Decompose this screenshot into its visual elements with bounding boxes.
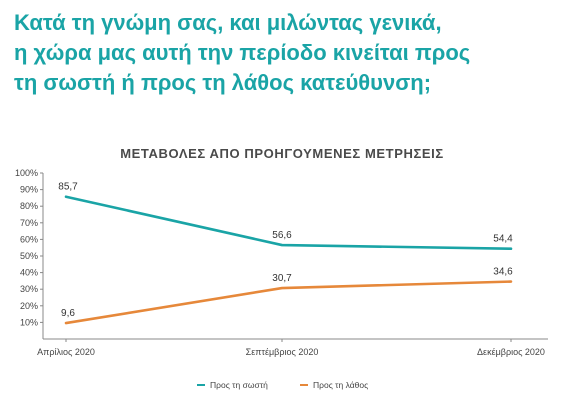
y-tick-label: 70% <box>20 218 38 228</box>
y-tick-label: 100% <box>15 168 38 178</box>
question-text: Κατά τη γνώμη σας, και μιλώντας γενικά, … <box>14 8 570 98</box>
y-tick-label: 30% <box>20 284 38 294</box>
question-line: τη σωστή ή προς τη λάθος κατεύθυνση; <box>14 70 432 95</box>
data-label: 54,4 <box>493 234 513 245</box>
x-tick-label: Σεπτέμβριος 2020 <box>246 347 319 357</box>
legend-label: Προς τη λάθος <box>313 380 368 390</box>
chart-title: ΜΕΤΑΒΟΛΕΣ ΑΠΟ ΠΡΟΗΓΟΥΜΕΝΕΣ ΜΕΤΡΗΣΕΙΣ <box>120 146 444 161</box>
data-label: 9,6 <box>61 308 75 319</box>
legend-label: Προς τη σωστή <box>210 380 268 390</box>
y-tick-label: 50% <box>20 251 38 261</box>
question-line: η χώρα μας αυτή την περίοδο κινείται προ… <box>14 40 471 65</box>
y-tick-label: 40% <box>20 268 38 278</box>
y-tick-label: 90% <box>20 185 38 195</box>
y-tick-label: 80% <box>20 201 38 211</box>
data-label: 85,7 <box>58 182 78 193</box>
series-line <box>64 280 513 325</box>
question-line: Κατά τη γνώμη σας, και μιλώντας γενικά, <box>14 10 442 35</box>
y-tick-label: 20% <box>20 301 38 311</box>
series-layer: 85,7 56,6 54,4 9,6 30,7 34,6 <box>58 182 513 325</box>
series-line <box>64 195 513 250</box>
data-label: 34,6 <box>493 267 513 278</box>
axes: 10% 20% 30% 40% 50% 60% 70% 80% 90% 100% Απρίλιος … <box>15 168 548 357</box>
legend: Προς τη σωστή Προς τη λάθος <box>197 380 368 390</box>
x-tick-label: Απρίλιος 2020 <box>37 347 95 357</box>
y-tick-label: 10% <box>20 317 38 327</box>
data-label: 30,7 <box>272 273 292 284</box>
y-tick-label: 60% <box>20 234 38 244</box>
data-label: 56,6 <box>272 230 292 241</box>
x-tick-label: Δεκέμβριος 2020 <box>477 347 545 357</box>
